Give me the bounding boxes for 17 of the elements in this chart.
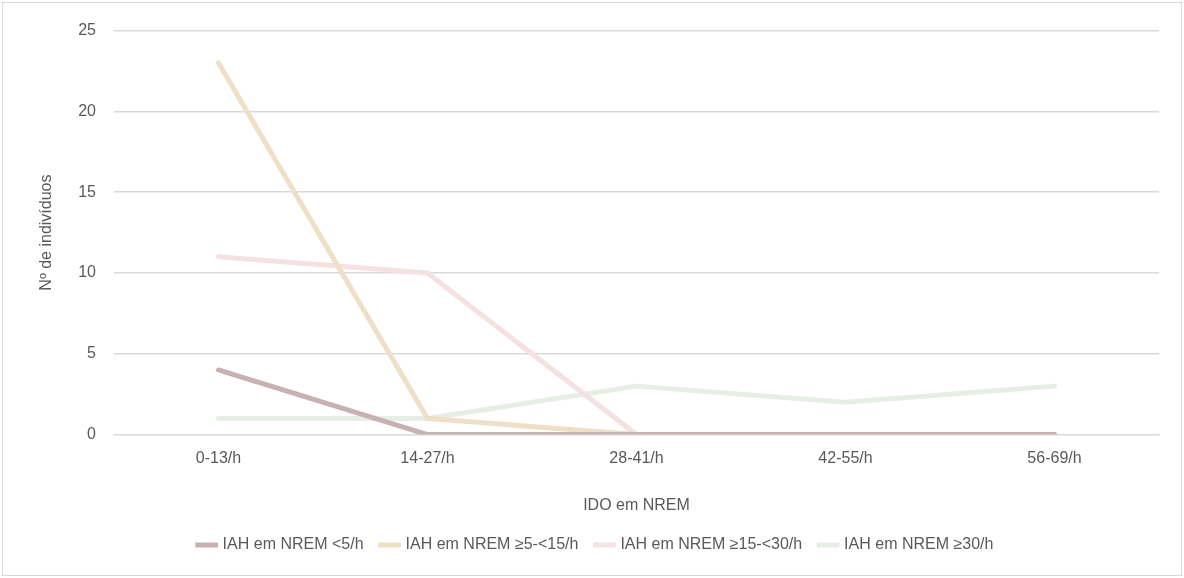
y-tick-label: 15: [78, 182, 97, 200]
legend-label: IAH em NREM ≥15-<30/h: [620, 535, 803, 553]
y-tick-label: 0: [87, 425, 97, 443]
y-tick-label: 25: [78, 21, 97, 39]
x-tick-label: 14-27/h: [400, 448, 455, 466]
x-tick-label: 56-69/h: [1027, 448, 1082, 466]
legend-label: IAH em NREM ≥5-<15/h: [405, 535, 579, 553]
legend-label: IAH em NREM <5/h: [222, 535, 364, 553]
x-tick-label: 28-41/h: [609, 448, 664, 466]
x-axis-title: IDO em NREM: [583, 495, 690, 513]
y-tick-label: 5: [87, 344, 97, 362]
y-axis-title: Nº de indivíduos: [37, 174, 55, 291]
y-tick-label: 20: [78, 101, 97, 119]
y-tick-label: 10: [78, 263, 97, 281]
x-tick-label: 42-55/h: [818, 448, 873, 466]
legend-label: IAH em NREM ≥30/h: [844, 535, 994, 553]
x-tick-label: 0-13/h: [195, 448, 242, 466]
